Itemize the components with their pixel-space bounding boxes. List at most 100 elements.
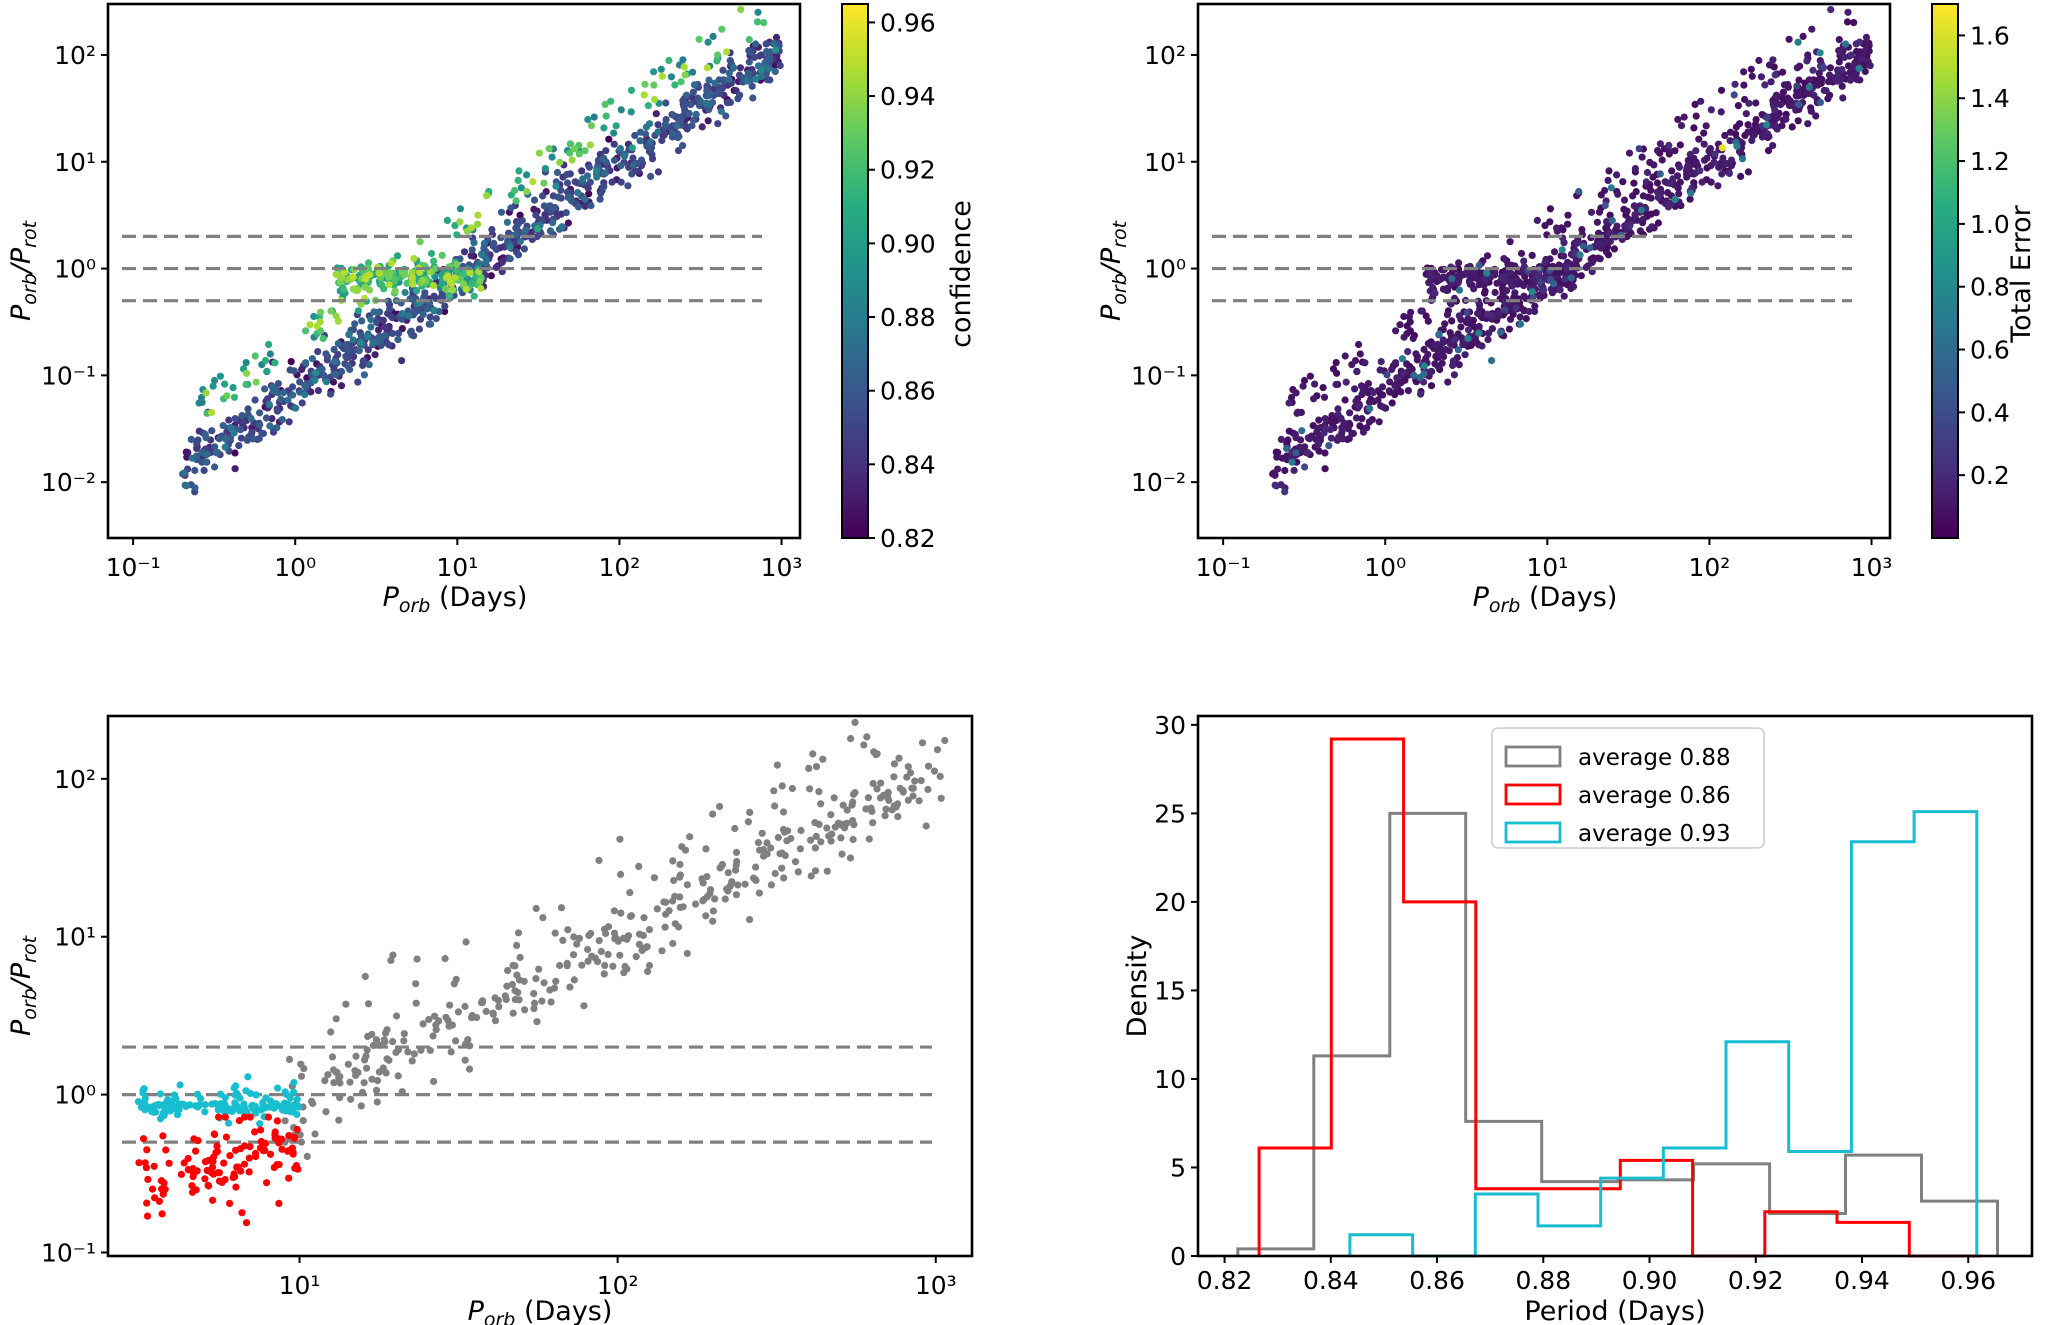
data-point — [506, 255, 514, 263]
data-point — [860, 741, 868, 749]
panel-a: 10⁻¹ 10⁰ 10¹ 10² 10³ 10⁻² 10⁻¹ 10⁰ 10¹ 10² Porb (… — [6, 2, 977, 617]
data-point — [1795, 101, 1803, 109]
data-point — [182, 482, 190, 490]
data-point — [1488, 357, 1496, 365]
data-point — [372, 318, 381, 326]
data-point — [1416, 373, 1424, 382]
data-point — [1671, 147, 1679, 155]
data-point — [748, 82, 756, 90]
x-tick-label: 10¹ — [279, 1271, 321, 1300]
data-point — [788, 784, 797, 793]
data-point — [456, 205, 464, 213]
data-point — [413, 955, 421, 963]
data-point — [839, 801, 847, 809]
data-point — [1676, 178, 1684, 186]
data-point — [1359, 387, 1367, 395]
data-point — [394, 336, 402, 344]
data-point — [600, 124, 608, 132]
data-point — [1686, 195, 1694, 203]
data-point — [495, 1003, 503, 1011]
data-point — [1455, 312, 1463, 320]
data-point — [924, 785, 932, 794]
data-point — [1359, 428, 1368, 436]
data-point — [772, 33, 781, 42]
data-point — [632, 953, 640, 961]
data-point — [1692, 158, 1700, 166]
data-point — [368, 1075, 376, 1083]
data-point — [1631, 165, 1639, 173]
data-point — [539, 914, 547, 922]
data-point — [1558, 246, 1566, 254]
data-point — [349, 285, 357, 293]
data-point — [149, 1103, 157, 1111]
data-point — [726, 57, 734, 65]
data-point — [1315, 447, 1323, 455]
data-point — [301, 391, 309, 399]
data-point — [538, 997, 546, 1005]
data-point — [273, 424, 281, 432]
data-point — [1304, 448, 1312, 457]
data-point — [288, 383, 297, 391]
data-point — [546, 227, 555, 235]
data-point — [626, 889, 634, 897]
data-point — [221, 380, 229, 388]
colorbar-tick-label: 0.94 — [880, 82, 936, 111]
data-point — [275, 1199, 283, 1207]
data-point — [1345, 435, 1353, 443]
data-point — [376, 1041, 384, 1049]
data-point — [1520, 257, 1528, 265]
data-point — [264, 395, 272, 403]
x-tick-label: 10² — [1689, 553, 1731, 582]
data-point — [1310, 395, 1318, 403]
data-point — [392, 1048, 400, 1056]
data-point — [1855, 64, 1863, 72]
data-point — [676, 873, 684, 881]
data-point — [1695, 135, 1703, 143]
panel-c-xlabel: Porb (Days) — [468, 1296, 613, 1325]
data-point — [685, 109, 693, 118]
data-point — [474, 220, 482, 228]
data-point — [1740, 68, 1748, 76]
data-point — [1804, 51, 1812, 59]
data-point — [760, 852, 768, 860]
data-point — [421, 289, 429, 297]
data-point — [724, 869, 732, 877]
data-point — [324, 1071, 332, 1079]
data-point — [530, 990, 538, 998]
data-point — [140, 1085, 148, 1093]
data-point — [1745, 99, 1753, 107]
data-point — [332, 1015, 340, 1023]
data-point — [1273, 453, 1281, 461]
data-point — [665, 56, 673, 65]
data-point — [713, 57, 721, 65]
panel-c-points — [134, 718, 949, 1227]
data-point — [337, 382, 346, 390]
data-point — [1485, 329, 1493, 337]
data-point — [364, 332, 372, 340]
data-point — [696, 97, 704, 105]
data-point — [213, 1142, 221, 1150]
data-point — [771, 802, 779, 810]
data-point — [306, 321, 314, 329]
data-point — [1602, 248, 1611, 256]
data-point — [240, 1100, 248, 1108]
data-point — [1556, 286, 1564, 294]
data-point — [692, 110, 700, 118]
data-point — [575, 934, 584, 943]
data-point — [1620, 196, 1629, 204]
data-point — [1607, 184, 1615, 192]
data-point — [1769, 56, 1777, 64]
data-point — [1506, 238, 1514, 246]
data-point — [400, 1037, 408, 1045]
data-point — [564, 219, 573, 227]
data-point — [617, 162, 625, 170]
data-point — [1369, 389, 1378, 397]
data-point — [620, 969, 628, 977]
data-point — [1379, 403, 1387, 411]
data-point — [278, 416, 286, 424]
data-point — [1792, 92, 1800, 100]
data-point — [474, 211, 482, 219]
data-point — [1846, 76, 1855, 84]
data-point — [385, 341, 393, 349]
data-point — [344, 1060, 352, 1068]
